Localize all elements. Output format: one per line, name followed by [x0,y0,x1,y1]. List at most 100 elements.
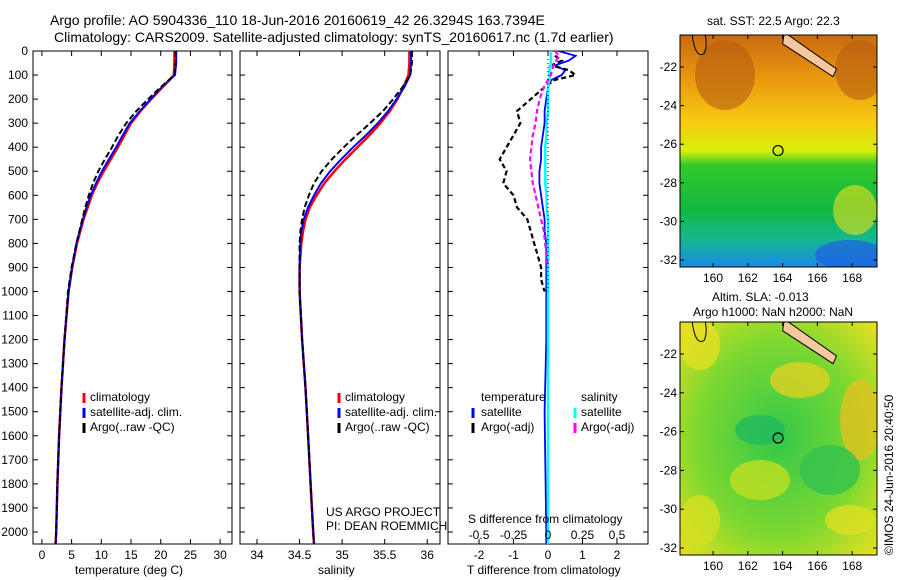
legend-s-argo: Argo(-adj) [581,420,635,434]
map-lat-label: -22 [660,60,678,74]
sla-patch [735,415,785,445]
map-lon-label: 166 [807,559,827,573]
x-tick-label: 20 [154,548,168,562]
map-lon-label: 168 [842,559,862,573]
x-tick-label: 2 [614,548,621,562]
sst-map-title: sat. SST: 22.5 Argo: 22.3 [707,14,840,28]
x2-tick-label: -0.5 [469,528,490,542]
map-lat-label: -24 [660,386,678,400]
x-tick-label: 10 [95,548,109,562]
legend-s-satellite: satellite [581,405,622,419]
legend-salinity-title: salinity [581,390,618,404]
y-tick-label: 400 [8,140,28,154]
series-line-t-argo-adj- [498,54,579,292]
map-lat-label: -28 [660,176,678,190]
legend-satellite-adj: satellite-adj. clim. [90,405,183,419]
argo-location-marker [772,144,784,157]
x-tick-label: 25 [184,548,198,562]
map-lon-label: 164 [773,559,793,573]
x2-tick-label: -0.25 [500,528,528,542]
sla-patch [825,505,875,535]
warm-patch [695,40,755,110]
y-tick-label: 2000 [1,525,28,539]
map-lat-label: -26 [660,137,678,151]
legend-argo: Argo(..raw -QC) [345,420,430,434]
reef-coastline [691,35,707,55]
map-lat-label: -30 [660,502,678,516]
map-frame [679,34,878,268]
y-tick-label: 1600 [1,429,28,443]
title-line-2: Climatology: CARS2009. Satellite-adjuste… [54,29,614,45]
x-tick-label: 15 [124,548,138,562]
argo-location-marker [772,432,784,444]
x2-tick-label: 0 [545,528,552,542]
map-lat-label: -28 [660,463,678,477]
map-lon-label: 166 [807,271,827,285]
series-line-argo-raw-qc- [298,51,413,544]
x-tick-label: 35.5 [373,548,397,562]
y-tick-label: 1800 [1,477,28,491]
project-pi: PI: DEAN ROEMMICH [326,519,448,533]
tdiff-xlabel: T difference from climatology [467,563,621,577]
y-tick-label: 700 [8,212,28,226]
sla-map-title-1: Altim. SLA: -0.013 [712,290,809,304]
x-tick-label: -2 [474,548,485,562]
warm-patch [835,40,877,100]
y-tick-label: 1500 [1,405,28,419]
credit-text: ©IMOS 24-Jun-2016 20:40:50 [882,394,896,555]
reef-coastline [691,322,707,342]
cold-patch [815,240,877,267]
series-line-s-argo-adj- [528,51,561,268]
sla-patch [680,322,720,370]
legend-t-satellite: satellite [481,405,522,419]
y-tick-label: 1400 [1,381,28,395]
series-line-satellite-adj-clim- [54,51,178,544]
series-group [54,51,178,544]
project-name: US ARGO PROJECT [326,505,441,519]
map-lon-label: 162 [738,559,758,573]
x-tick-label: 1 [579,548,586,562]
map-lat-label: -32 [660,253,678,267]
map-lon-label: 162 [738,271,758,285]
series-line-climatology [54,51,176,544]
series-line-satellite-adj-clim- [298,51,413,544]
map-lat-label: -30 [660,214,678,228]
x-tick-label: 30 [213,548,227,562]
y-tick-label: 1000 [1,284,28,298]
y-tick-label: 1100 [2,309,28,323]
panel-frame [239,50,441,545]
legend-t-argo: Argo(-adj) [481,420,535,434]
x-tick-label: 34 [250,548,264,562]
y-tick-label: 600 [8,188,28,202]
series-group [298,51,413,544]
panel-frame [32,50,233,545]
x-tick-label: 34.5 [288,548,312,562]
legend-argo: Argo(..raw -QC) [90,420,175,434]
y-tick-label: 1200 [1,333,28,347]
map-lat-label: -32 [660,541,678,555]
y-tick-label: 1900 [1,501,28,515]
legend-satellite-adj: satellite-adj. clim. [345,405,438,419]
y-tick-label: 500 [8,164,28,178]
x-tick-label: 0 [39,548,46,562]
new-caledonia-landmass [782,322,838,365]
legend-climatology: climatology [345,390,406,404]
y-tick-label: 0 [21,44,28,58]
series-line-climatology [298,51,411,544]
sla-patch [800,445,860,495]
sla-patch [840,380,877,460]
x-tick-label: 0 [545,548,552,562]
y-tick-label: 800 [8,236,28,250]
map-lon-label: 164 [773,271,793,285]
x-tick-label: 36 [421,548,435,562]
y-tick-label: 200 [8,92,28,106]
map-lon-label: 160 [703,271,723,285]
y-tick-label: 900 [8,260,28,274]
series-line-argo-raw-qc- [54,51,177,544]
sla-patch [770,362,830,398]
sst-map [680,35,877,267]
x-tick-label: 5 [68,548,75,562]
salinity-xlabel: salinity [318,563,355,577]
sdiff-xlabel: S difference from climatology [468,512,623,526]
